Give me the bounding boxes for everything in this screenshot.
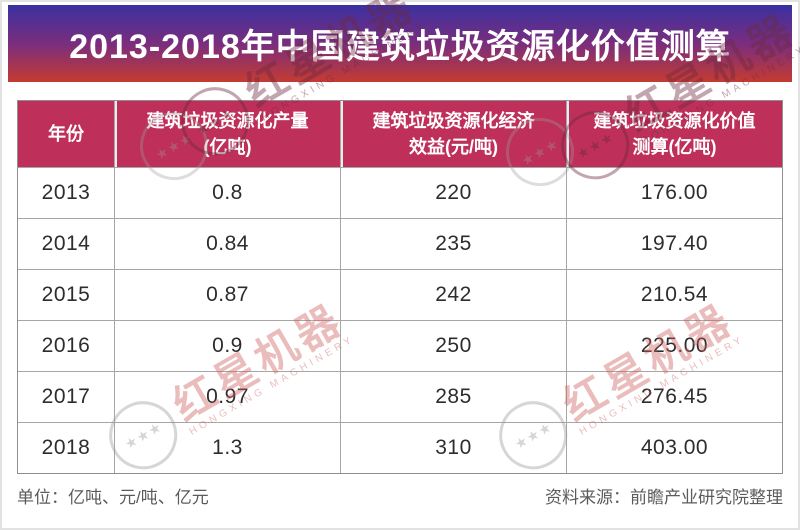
table-cell: 2017	[18, 372, 114, 422]
page-title: 2013-2018年中国建筑垃圾资源化价值测算	[69, 28, 731, 66]
table-cell: 403.00	[567, 423, 782, 473]
title-banner: 2013-2018年中国建筑垃圾资源化价值测算	[8, 5, 792, 82]
table-cell: 285	[341, 372, 566, 422]
col-header-subtext: (亿吨)	[203, 137, 252, 157]
table-cell: 2014	[18, 219, 114, 269]
table-cell: 0.87	[115, 270, 340, 320]
col-header-subtext: 效益(元/吨)	[409, 137, 498, 157]
col-header-text: 建筑垃圾资源化价值	[593, 111, 756, 131]
table-cell: 220	[341, 168, 566, 218]
table-cell: 310	[341, 423, 566, 473]
unit-note: 单位：亿吨、元/吨、亿元	[17, 488, 209, 507]
table-cell: 0.84	[115, 219, 340, 269]
col-header-text: 年份	[48, 124, 84, 144]
footer: 单位：亿吨、元/吨、亿元 资料来源：前瞻产业研究院整理	[17, 483, 783, 508]
table-cell: 2015	[18, 270, 114, 320]
table-cell: 1.3	[115, 423, 340, 473]
table-cell: 0.97	[115, 372, 340, 422]
table-cell: 242	[341, 270, 566, 320]
data-table: 年份 建筑垃圾资源化产量 (亿吨) 建筑垃圾资源化经济 效益(元/吨) 建筑垃圾…	[17, 100, 783, 474]
table-cell: 0.9	[115, 321, 340, 371]
table-cell: 2013	[18, 168, 114, 218]
table-cell: 235	[341, 219, 566, 269]
table-cell: 210.54	[567, 270, 782, 320]
col-header-text: 建筑垃圾资源化经济	[372, 111, 535, 131]
table-cell: 276.45	[567, 372, 782, 422]
table-cell: 225.00	[567, 321, 782, 371]
table-cell: 197.40	[567, 219, 782, 269]
col-header-output: 建筑垃圾资源化产量 (亿吨)	[115, 101, 340, 167]
table-cell: 250	[341, 321, 566, 371]
table-cell: 176.00	[567, 168, 782, 218]
col-header-year: 年份	[18, 101, 114, 167]
col-header-benefit: 建筑垃圾资源化经济 效益(元/吨)	[341, 101, 566, 167]
table-cell: 0.8	[115, 168, 340, 218]
source-note: 资料来源：前瞻产业研究院整理	[545, 488, 783, 507]
table-cell: 2016	[18, 321, 114, 371]
col-header-text: 建筑垃圾资源化产量	[146, 111, 309, 131]
col-header-value: 建筑垃圾资源化价值 测算(亿吨)	[567, 101, 782, 167]
table-cell: 2018	[18, 423, 114, 473]
col-header-subtext: 测算(亿吨)	[632, 137, 717, 157]
